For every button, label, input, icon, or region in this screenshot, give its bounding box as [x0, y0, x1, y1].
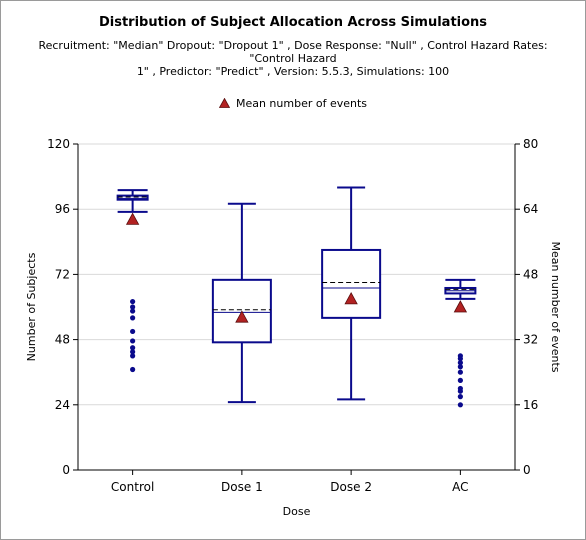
y-tick-label: 120 [47, 137, 70, 151]
legend-triangle-icon [218, 97, 231, 108]
outlier-point [130, 304, 136, 310]
y2-tick-label: 80 [523, 137, 538, 151]
outlier-point [130, 366, 136, 373]
mean-events-marker [125, 212, 140, 225]
chart-subtitle: Recruitment: "Median" Dropout: "Dropout … [23, 39, 563, 78]
y-tick-label: 0 [62, 463, 70, 477]
outlier-point [457, 364, 463, 370]
y2-axis-title: Mean number of events [549, 241, 562, 372]
y-tick-label: 24 [55, 398, 70, 412]
subtitle-line-1: Recruitment: "Median" Dropout: "Dropout … [38, 39, 548, 65]
outlier-point [457, 394, 463, 400]
outlier-point [457, 356, 463, 362]
outlier-point [457, 402, 463, 408]
x-axis-title: Dose [283, 505, 311, 518]
chart-legend: Mean number of events [1, 97, 585, 110]
y-axis-title: Number of Subjects [25, 252, 38, 361]
outlier-point [130, 345, 136, 351]
mean-events-marker [235, 310, 249, 323]
outlier-point [130, 315, 136, 321]
mean-events-marker [453, 300, 468, 313]
box-iqr [116, 194, 149, 201]
subtitle-line-2: 1" , Predictor: "Predict" , Version: 5.5… [136, 65, 450, 78]
y2-tick-label: 0 [523, 463, 531, 477]
outlier-point [130, 349, 136, 355]
x-tick-label: Dose 2 [330, 480, 372, 494]
outlier-point [457, 360, 463, 366]
outlier-point [130, 328, 136, 335]
y-tick-label: 72 [55, 267, 70, 281]
chart-title: Distribution of Subject Allocation Acros… [98, 15, 488, 30]
y2-tick-label: 32 [523, 333, 538, 347]
mean-events-marker [344, 292, 358, 305]
outlier-point [130, 353, 136, 359]
outlier-point [130, 308, 136, 314]
y-tick-label: 48 [55, 333, 70, 347]
y2-tick-label: 16 [523, 398, 538, 412]
outlier-point [130, 298, 136, 305]
outlier-point [457, 369, 463, 375]
outlier-point [130, 338, 136, 344]
y2-tick-label: 48 [523, 267, 538, 281]
x-tick-label: Dose 1 [221, 480, 263, 494]
outlier-point [457, 388, 463, 394]
outlier-point [457, 377, 463, 383]
box-iqr [321, 248, 382, 319]
x-tick-label: AC [452, 480, 468, 494]
y2-tick-label: 64 [523, 202, 538, 216]
x-tick-label: Control [111, 480, 154, 494]
y-tick-label: 96 [55, 202, 70, 216]
legend-label: Mean number of events [235, 97, 368, 110]
